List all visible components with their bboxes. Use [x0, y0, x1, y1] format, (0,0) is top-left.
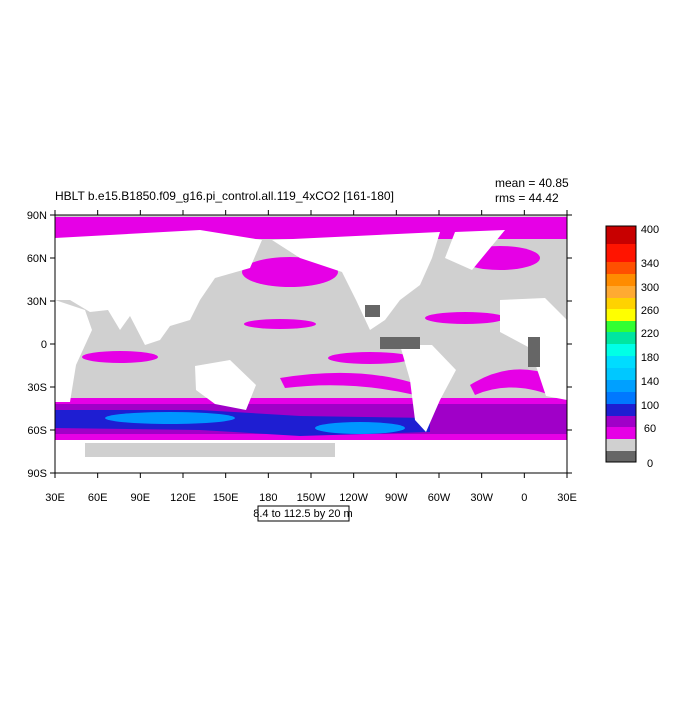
colorbar-label: 0	[647, 458, 653, 470]
colorbar-box	[606, 286, 636, 298]
colorbar-box	[606, 392, 636, 404]
colorbar-label: 260	[641, 305, 659, 317]
colorbar-box	[606, 244, 636, 262]
colorbar-frame	[605, 225, 637, 463]
colorbar-label: 400	[641, 224, 659, 236]
colorbar-box	[606, 344, 636, 356]
pacific-patch	[280, 372, 420, 395]
x-tick-label: 0	[521, 492, 527, 504]
pacific-patch	[242, 257, 338, 287]
y-tick-label: 30S	[27, 382, 47, 394]
colorbar-box	[606, 380, 636, 392]
colorbar-label: 180	[641, 352, 659, 364]
dark-patch	[380, 337, 420, 349]
indian-patch	[82, 351, 158, 363]
dark-patch	[528, 337, 540, 367]
colorbar-box	[606, 274, 636, 286]
x-tick-label: 30E	[557, 492, 577, 504]
colorbar-label: 60	[644, 423, 656, 435]
colorbar-box	[606, 321, 636, 332]
land	[400, 345, 456, 432]
colorbar-box	[606, 427, 636, 439]
colorbar-box	[606, 416, 636, 427]
y-tick-label: 60S	[27, 425, 47, 437]
map-field	[54, 214, 568, 474]
colorbar-box	[606, 226, 636, 244]
title: HBLT b.e15.B1850.f09_g16.pi_control.all.…	[55, 189, 394, 203]
colorbar-label: 340	[641, 258, 659, 270]
colorbar-label: 140	[641, 376, 659, 388]
y-tick-label: 90S	[27, 468, 47, 480]
y-tick-label: 0	[41, 339, 47, 351]
pacific-patch	[244, 319, 316, 329]
colorbar-label: 220	[641, 328, 659, 340]
x-tick-label: 30E	[45, 492, 65, 504]
atlantic-patch	[470, 369, 550, 395]
land	[55, 230, 262, 345]
colorbar-box	[606, 332, 636, 344]
blue-patch	[315, 422, 405, 434]
x-tick-label: 90W	[385, 492, 408, 504]
x-tick-label: 120W	[339, 492, 368, 504]
colorbar-box	[606, 404, 636, 416]
y-tick-label: 30N	[27, 296, 47, 308]
colorbar-box	[606, 298, 636, 309]
blue-patch	[105, 412, 235, 424]
colorbar-box	[606, 262, 636, 274]
info-box	[257, 505, 350, 522]
colorbar-label: 300	[641, 282, 659, 294]
info-label: 8.4 to 112.5 by 20 m	[253, 508, 352, 520]
colorbar-label: 100	[641, 400, 659, 412]
x-tick-label: 90E	[131, 492, 151, 504]
x-tick-label: 120E	[170, 492, 196, 504]
land	[272, 232, 440, 330]
colorbar-box	[606, 356, 636, 368]
atlantic-patch	[425, 312, 505, 324]
land	[55, 300, 92, 402]
x-tick-label: 180	[259, 492, 277, 504]
y-tick-label: 90N	[27, 210, 47, 222]
colorbar	[605, 225, 637, 463]
x-tick-label: 150E	[213, 492, 239, 504]
x-tick-label: 30W	[470, 492, 493, 504]
ice-shelf	[85, 443, 335, 457]
land	[445, 230, 505, 270]
y-tick-label: 60N	[27, 253, 47, 265]
colorbar-box	[606, 309, 636, 321]
dark-patch	[365, 305, 380, 317]
rms-label: rms = 44.42	[495, 191, 559, 205]
x-tick-label: 60E	[88, 492, 108, 504]
colorbar-box	[606, 439, 636, 451]
x-tick-label: 150W	[297, 492, 326, 504]
colorbar-box	[606, 368, 636, 380]
x-tick-label: 60W	[428, 492, 451, 504]
mean-label: mean = 40.85	[495, 176, 569, 190]
pacific-patch	[328, 352, 412, 364]
land	[195, 360, 256, 410]
colorbar-box	[606, 451, 636, 462]
